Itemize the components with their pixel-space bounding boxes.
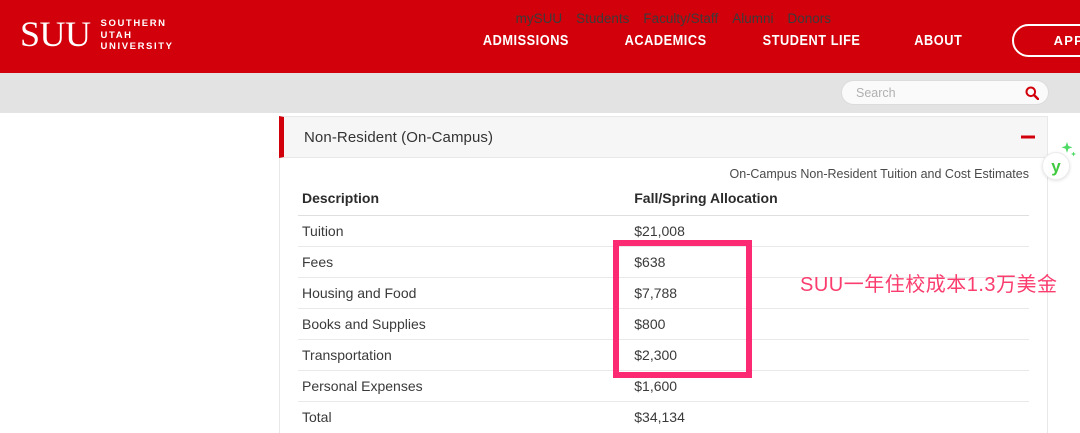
cell-allocation: $2,300 [634,339,1029,371]
extension-badge-glyph: y [1051,156,1061,176]
table-row: Transportation $2,300 [298,339,1029,371]
table-row: Personal Expenses $1,600 [298,370,1029,402]
nav-item-academics[interactable]: ACADEMICS [624,32,707,49]
cell-description: Personal Expenses [298,370,635,402]
subnav-item-mysuu[interactable]: mySUU [515,11,563,26]
apply-button[interactable]: APPLY [1011,24,1080,57]
table-row: Housing and Food $7,788 [298,277,1029,309]
cell-allocation: $21,008 [634,215,1029,247]
cell-description: Transportation [298,339,635,371]
nav-item-about[interactable]: ABOUT [914,32,963,49]
accordion-header-non-resident-on-campus[interactable]: Non-Resident (On-Campus) [279,116,1048,158]
logo-line-university: UNIVERSITY [100,41,174,52]
table-header-row: Description Fall/Spring Allocation [298,186,1029,216]
search-input[interactable] [842,85,1022,100]
cell-description: Books and Supplies [298,308,635,340]
accordion-title: Non-Resident (On-Campus) [304,128,494,146]
subnav-item-students[interactable]: Students [576,11,630,26]
annotation-note-text: SUU一年住校成本1.3万美金 [800,274,1058,296]
primary-navigation: ADMISSIONS ACADEMICS STUDENT LIFE ABOUT … [455,24,1080,57]
table-row-total: Total $34,134 [298,402,1029,433]
subnav-item-alumni[interactable]: Alumni [732,11,774,26]
cell-description: Tuition [298,215,635,247]
secondary-navigation: mySUU Students Faculty/Staff Alumni Dono… [516,11,831,26]
cell-description: Fees [298,246,635,278]
table-row: Fees $638 [298,246,1029,278]
minus-icon[interactable] [1021,135,1035,139]
search-icon[interactable] [1022,86,1048,100]
nav-item-student-life[interactable]: STUDENT LIFE [762,32,861,49]
accordion-panel: Non-Resident (On-Campus) On-Campus Non-R… [279,116,1048,433]
site-header: SUU SOUTHERN UTAH UNIVERSITY ADMISSIONS … [0,0,1080,73]
logo-line-utah: UTAH [100,29,133,41]
logo-wordmark: SUU [20,14,91,54]
table-caption: On-Campus Non-Resident Tuition and Cost … [729,167,1029,181]
accordion-body: On-Campus Non-Resident Tuition and Cost … [279,158,1048,433]
cell-description: Total [302,409,332,425]
subnav-item-donors[interactable]: Donors [787,11,831,26]
cell-allocation: $800 [634,308,1029,340]
search-box[interactable] [841,80,1049,105]
cell-allocation: $638 [634,246,1029,278]
suu-logo[interactable]: SUU SOUTHERN UTAH UNIVERSITY [20,14,174,54]
cell-allocation: $1,600 [634,370,1029,402]
column-header-description: Description [298,186,635,216]
subnav-item-faculty-staff[interactable]: Faculty/Staff [643,11,719,26]
nav-item-admissions[interactable]: ADMISSIONS [482,32,569,49]
logo-line-southern: SOUTHERN [100,18,167,29]
tuition-cost-table: Description Fall/Spring Allocation Tuiti… [298,186,1029,432]
cell-description: Housing and Food [298,277,635,309]
logo-fullname: SOUTHERN UTAH UNIVERSITY [101,14,174,53]
extension-badge-icon[interactable]: y [1042,152,1070,180]
table-row: Tuition $21,008 [298,215,1029,247]
column-header-allocation: Fall/Spring Allocation [634,186,1029,216]
table-row: Books and Supplies $800 [298,308,1029,340]
cell-allocation: $34,134 [634,409,685,425]
cell-allocation: $7,788 [634,277,1029,309]
